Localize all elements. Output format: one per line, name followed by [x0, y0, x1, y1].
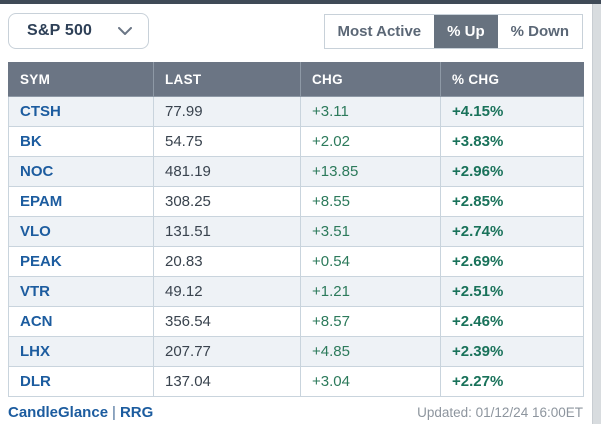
last-cell: 49.12 [153, 276, 301, 307]
pct-cell: +2.74% [440, 216, 584, 247]
pct-cell: +2.39% [440, 336, 584, 367]
pct-cell: +2.85% [440, 186, 584, 217]
symbol-cell[interactable]: CTSH [8, 96, 154, 127]
pct-cell: +2.96% [440, 156, 584, 187]
toolbar: S&P 500 Most Active % Up % Down [8, 13, 583, 50]
column-header--chg: % CHG [440, 62, 584, 97]
column-header-chg: CHG [300, 62, 441, 97]
symbol-cell[interactable]: VTR [8, 276, 154, 307]
table-row: ACN 356.54 +8.57 +2.46% [8, 306, 584, 337]
symbol-cell[interactable]: PEAK [8, 246, 154, 277]
table-row: CTSH 77.99 +3.11 +4.15% [8, 96, 584, 127]
table-row: VLO 131.51 +3.51 +2.74% [8, 216, 584, 247]
last-cell: 356.54 [153, 306, 301, 337]
last-cell: 308.25 [153, 186, 301, 217]
chg-cell: +4.85 [300, 336, 441, 367]
tab-most-active[interactable]: Most Active [324, 15, 435, 48]
table-row: LHX 207.77 +4.85 +2.39% [8, 336, 584, 367]
chg-cell: +13.85 [300, 156, 441, 187]
table-row: BK 54.75 +2.02 +3.83% [8, 126, 584, 157]
view-mode-tabs: Most Active % Up % Down [323, 14, 583, 49]
chg-cell: +8.55 [300, 186, 441, 217]
symbol-cell[interactable]: EPAM [8, 186, 154, 217]
chevron-down-icon [118, 26, 132, 36]
tab-percent-down[interactable]: % Down [497, 15, 582, 48]
table-row: PEAK 20.83 +0.54 +2.69% [8, 246, 584, 277]
symbol-cell[interactable]: ACN [8, 306, 154, 337]
table-header-row: SYM LAST CHG% CHG [8, 62, 584, 97]
footer: CandleGlance | RRG Updated: 01/12/24 16:00… [8, 404, 583, 421]
symbol-cell[interactable]: VLO [8, 216, 154, 247]
candleglance-link[interactable]: CandleGlance [8, 404, 109, 421]
top-border-bar [0, 0, 601, 4]
pct-cell: +4.15% [440, 96, 584, 127]
market-movers-widget: S&P 500 Most Active % Up % Down SYM LAST C… [8, 4, 584, 421]
footer-links: CandleGlance | RRG [8, 404, 153, 421]
chg-cell: +2.02 [300, 126, 441, 157]
link-separator: | [112, 404, 116, 421]
updated-timestamp: Updated: 01/12/24 16:00ET [417, 405, 583, 420]
page-scrollbar-strip[interactable] [592, 4, 601, 424]
table-row: VTR 49.12 +1.21 +2.51% [8, 276, 584, 307]
index-select-value: S&P 500 [27, 22, 93, 39]
chg-cell: +8.57 [300, 306, 441, 337]
symbol-cell[interactable]: DLR [8, 366, 154, 397]
last-cell: 20.83 [153, 246, 301, 277]
last-cell: 137.04 [153, 366, 301, 397]
symbol-cell[interactable]: NOC [8, 156, 154, 187]
pct-cell: +2.27% [440, 366, 584, 397]
last-cell: 77.99 [153, 96, 301, 127]
chg-cell: +3.51 [300, 216, 441, 247]
chg-cell: +3.04 [300, 366, 441, 397]
tab-percent-up[interactable]: % Up [434, 15, 498, 48]
column-header-sym: SYM [8, 62, 154, 97]
symbol-cell[interactable]: LHX [8, 336, 154, 367]
chg-cell: +3.11 [300, 96, 441, 127]
pct-cell: +3.83% [440, 126, 584, 157]
index-select-dropdown[interactable]: S&P 500 [8, 13, 149, 49]
column-header-last: LAST [153, 62, 301, 97]
last-cell: 481.19 [153, 156, 301, 187]
last-cell: 54.75 [153, 126, 301, 157]
chg-cell: +0.54 [300, 246, 441, 277]
pct-cell: +2.46% [440, 306, 584, 337]
table-row: NOC 481.19 +13.85 +2.96% [8, 156, 584, 187]
table-row: EPAM 308.25 +8.55 +2.85% [8, 186, 584, 217]
last-cell: 207.77 [153, 336, 301, 367]
rrg-link[interactable]: RRG [119, 404, 154, 421]
chg-cell: +1.21 [300, 276, 441, 307]
symbol-cell[interactable]: BK [8, 126, 154, 157]
last-cell: 131.51 [153, 216, 301, 247]
table-row: DLR 137.04 +3.04 +2.27% [8, 366, 584, 397]
pct-cell: +2.69% [440, 246, 584, 277]
table-body: CTSH 77.99 +3.11 +4.15% BK 54.75 +2.02 +3.83% NO… [8, 96, 584, 397]
quotes-table: SYM LAST CHG% CHG CTSH 77.99 +3.11 +4.15% BK 54… [8, 62, 584, 397]
pct-cell: +2.51% [440, 276, 584, 307]
